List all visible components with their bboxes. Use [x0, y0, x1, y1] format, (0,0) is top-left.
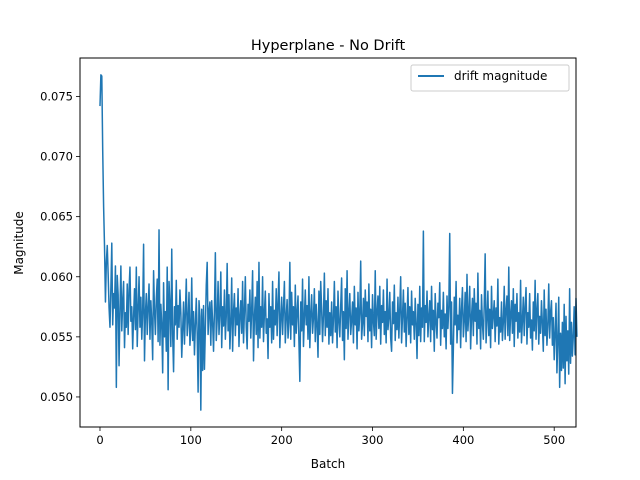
line-layer [99, 74, 578, 411]
y-axis-label: Magnitude [12, 211, 26, 275]
x-axis-ticks: 0 100 200 300 400 500 [96, 427, 565, 447]
plot-background [80, 58, 576, 427]
legend-box [410, 64, 570, 92]
y-tick-label: 0.050 [40, 390, 73, 404]
series-line [99, 74, 578, 411]
x-tick-label: 200 [271, 433, 293, 447]
x-tick-label: 400 [452, 433, 474, 447]
x-axis-label: Batch [311, 457, 346, 471]
legend-label: drift magnitude [454, 69, 547, 83]
y-tick-label: 0.060 [40, 270, 73, 284]
y-tick-label: 0.055 [40, 330, 73, 344]
x-tick-label: 0 [96, 433, 103, 447]
chart-title: Hyperplane - No Drift [251, 38, 406, 54]
legend: drift magnitude [410, 64, 570, 92]
y-axis-ticks: 0.050 0.055 0.060 0.065 0.070 0.075 [40, 89, 80, 404]
x-tick-label: 500 [543, 433, 565, 447]
y-tick-label: 0.065 [40, 210, 73, 224]
axes-frame [79, 57, 577, 428]
y-tick-label: 0.070 [40, 150, 73, 164]
x-tick-label: 100 [180, 433, 202, 447]
y-tick-label: 0.075 [40, 89, 73, 103]
plot-area [80, 58, 576, 427]
x-tick-label: 300 [362, 433, 384, 447]
